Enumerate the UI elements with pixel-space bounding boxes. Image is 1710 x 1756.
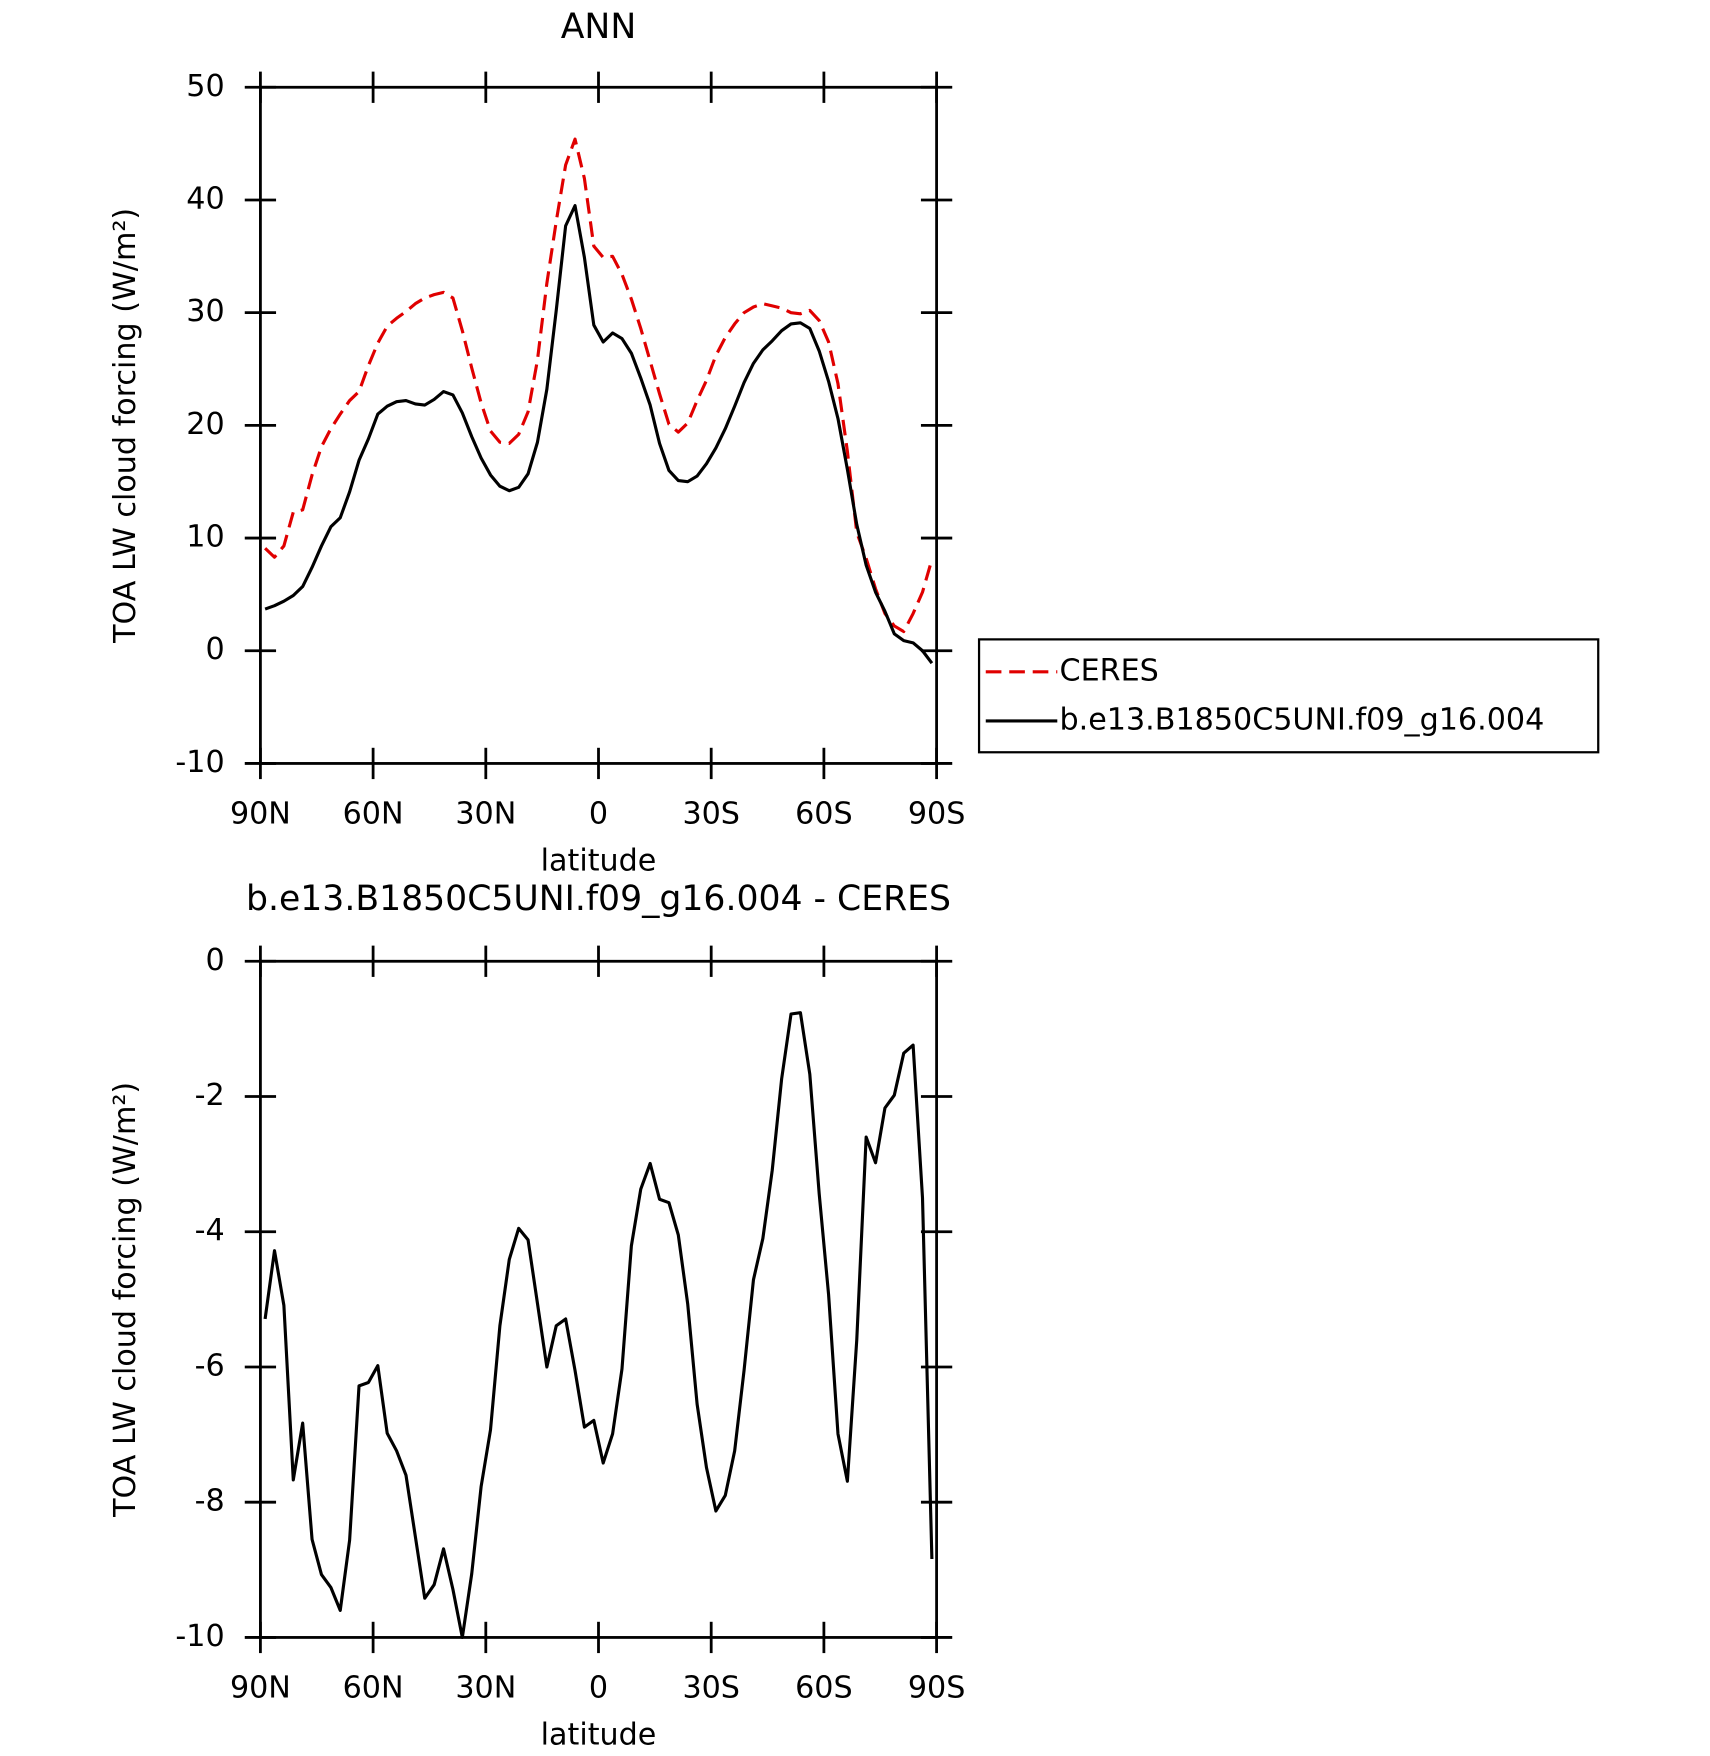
y-tick-label: -2: [195, 1078, 225, 1113]
y-tick-label: -10: [175, 1619, 224, 1654]
data-line: [264, 204, 934, 665]
legend-label: CERES: [1060, 653, 1159, 688]
legend-box: [977, 638, 1600, 754]
x-tick-label: 30N: [455, 796, 516, 831]
y-tick-label: 0: [205, 943, 224, 978]
x-tick-label: 90S: [908, 796, 966, 831]
y-tick-label: -8: [195, 1484, 225, 1519]
chart-title: b.e13.B1850C5UNI.f09_g16.004 - CERES: [246, 879, 951, 919]
y-tick-label: 50: [186, 69, 224, 104]
x-axis-label: latitude: [541, 1717, 657, 1752]
y-tick-label: 30: [186, 294, 224, 329]
legend-label: b.e13.B1850C5UNI.f09_g16.004: [1060, 702, 1545, 737]
x-tick-label: 60S: [795, 796, 853, 831]
x-tick-label: 60N: [343, 1670, 404, 1705]
x-tick-label: 90N: [230, 796, 291, 831]
x-tick-label: 30S: [682, 796, 740, 831]
legend: CERES b.e13.B1850C5UNI.f09_g16.004: [977, 638, 1600, 754]
y-tick-label: -4: [195, 1213, 225, 1248]
y-tick-label: 20: [186, 407, 224, 442]
data-line: [263, 1011, 934, 1640]
y-tick-label: -6: [195, 1348, 225, 1383]
y-tick-label: 40: [186, 181, 224, 216]
x-tick-label: 60S: [795, 1670, 853, 1705]
x-tick-label: 30N: [455, 1670, 516, 1705]
x-tick-label: 90S: [908, 1670, 966, 1705]
y-tick-label: -10: [175, 745, 224, 780]
x-tick-label: 60N: [343, 796, 404, 831]
y-axis-label: TOA LW cloud forcing (W/m²): [108, 1082, 143, 1518]
x-tick-label: 0: [589, 796, 608, 831]
x-tick-label: 90N: [230, 1670, 291, 1705]
x-axis-label: latitude: [541, 843, 657, 878]
x-tick-label: 30S: [682, 1670, 740, 1705]
y-tick-label: 10: [186, 520, 224, 555]
x-tick-label: 0: [589, 1670, 608, 1705]
y-axis-label: TOA LW cloud forcing (W/m²): [108, 208, 143, 644]
y-tick-label: 0: [205, 632, 224, 667]
data-line: [264, 137, 934, 634]
chart-title: ANN: [561, 7, 637, 47]
